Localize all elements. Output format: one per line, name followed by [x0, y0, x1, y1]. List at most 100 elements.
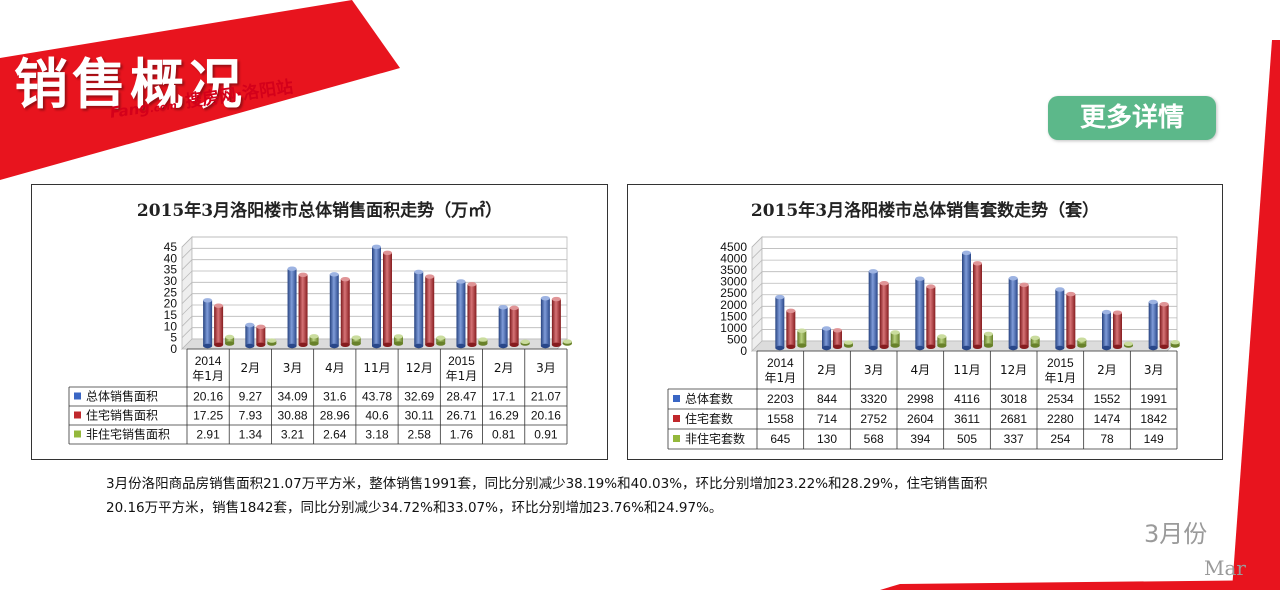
bar-body [372, 246, 381, 346]
gridline [181, 327, 193, 338]
bar-base [1113, 344, 1122, 349]
bar-body [298, 274, 308, 345]
x-tick-label: 2月 [1097, 363, 1117, 377]
gridline [751, 317, 763, 329]
bar-body [973, 263, 982, 347]
bar-body [1148, 301, 1158, 348]
y-tick-label: 5 [170, 331, 177, 345]
bar [879, 280, 889, 349]
bar-top [1159, 302, 1169, 307]
data-label: 30.11 [405, 409, 434, 423]
bar-base [329, 343, 339, 349]
bar-top [879, 280, 889, 286]
bar-top [562, 339, 572, 344]
bar-body [775, 297, 785, 348]
data-label: 3018 [1000, 392, 1027, 406]
bar-top [973, 261, 982, 266]
data-label: 0.91 [534, 428, 558, 442]
bar-body [890, 332, 900, 346]
x-tick-label: 3月 [283, 361, 303, 375]
gridline [181, 316, 193, 327]
bar-body [394, 336, 403, 344]
y-tick-label: 1000 [720, 321, 747, 335]
title-banner [0, 0, 400, 180]
bar-top [775, 294, 785, 300]
bar-top [256, 324, 266, 330]
bar-body [383, 252, 392, 345]
data-label: 7.93 [239, 409, 263, 423]
bar [1066, 291, 1076, 349]
bar-base [309, 341, 319, 346]
bar-body [1030, 337, 1040, 346]
bar [1055, 287, 1065, 351]
bar-base [340, 342, 350, 347]
bar-top [287, 266, 297, 271]
data-label: 1.34 [239, 428, 263, 442]
y-tick-label: 25 [164, 285, 178, 299]
bar-body [436, 337, 446, 344]
bar-base [1077, 343, 1087, 348]
bottom-accent-stripe [880, 580, 1280, 590]
data-label: 20.16 [193, 390, 223, 404]
gridline [181, 270, 193, 282]
bar [256, 324, 266, 347]
more-details-button[interactable]: 更多详情 [1048, 96, 1216, 140]
bar-body [414, 271, 424, 346]
bar-top [1113, 310, 1122, 315]
month-label: 3月份 [1144, 520, 1208, 548]
bar-body [937, 336, 947, 346]
bar [340, 276, 350, 347]
bar [456, 279, 466, 349]
bar-body [1055, 289, 1065, 348]
y-tick-label: 2000 [720, 298, 747, 312]
bar-body [868, 271, 878, 348]
bar [298, 272, 308, 347]
x-tick-label: 4月 [911, 363, 931, 377]
bar [245, 322, 255, 349]
bar [329, 272, 339, 349]
bar [414, 269, 424, 349]
bar-base [926, 344, 936, 349]
data-label: 0.81 [492, 428, 516, 442]
bar-top [467, 282, 477, 287]
bar-top [351, 335, 361, 340]
y-tick-label: 0 [740, 344, 747, 358]
bar [890, 330, 900, 348]
bar-top [436, 335, 446, 340]
data-label: 78 [1100, 432, 1114, 446]
bar-body [1019, 284, 1029, 347]
bar-body [256, 326, 266, 345]
bar [1008, 276, 1018, 351]
chart-title: 2015年3月洛阳楼市总体销售面积走势（万㎡） [137, 200, 502, 221]
bar-top [214, 303, 224, 308]
bar-top [1030, 335, 1040, 341]
bar-top [478, 337, 488, 342]
gridline [181, 259, 193, 270]
legend-swatch [74, 430, 81, 438]
bar [1159, 302, 1169, 349]
summary-line-2: 20.16万平方米，销售1842套，同比分别减少34.72%和33.07%，环比… [106, 500, 723, 516]
legend-label: 总体销售面积 [86, 389, 158, 404]
bar-base [383, 342, 392, 347]
data-label: 28.47 [446, 390, 476, 404]
data-label: 30.88 [278, 409, 308, 423]
bar-top [797, 328, 807, 333]
bar [822, 326, 831, 351]
chart-title: 2015年3月洛阳楼市总体销售套数走势（套） [751, 200, 1099, 221]
bar [775, 294, 785, 351]
bar-body [425, 276, 435, 345]
bar [1019, 282, 1029, 349]
bar-base [456, 343, 466, 349]
bar-top [383, 250, 392, 255]
bar [287, 266, 297, 349]
bar-body [833, 330, 842, 347]
x-tick-label: 11月 [953, 363, 980, 377]
bar-body [879, 283, 889, 347]
bar-top [225, 334, 235, 340]
data-label: 1552 [1094, 392, 1121, 406]
x-tick-label: 3月 [1144, 363, 1164, 377]
data-label: 1558 [767, 412, 794, 426]
bar [926, 284, 936, 349]
bar-base [425, 342, 435, 347]
bar [1030, 335, 1040, 348]
